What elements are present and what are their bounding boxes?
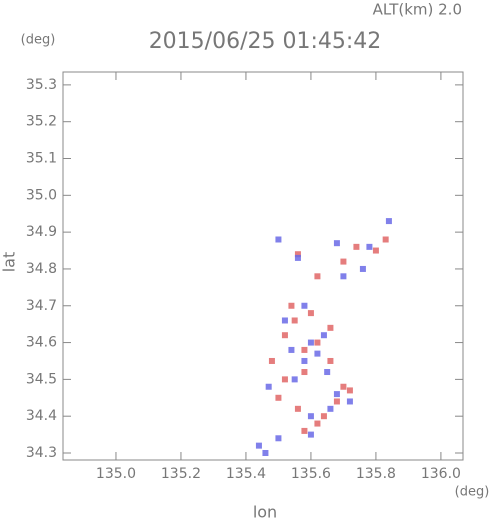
data-point	[333, 398, 340, 405]
y-unit: (deg)	[21, 33, 56, 48]
data-point	[320, 332, 327, 339]
data-point	[268, 357, 275, 364]
data-point	[314, 420, 321, 427]
data-point	[346, 398, 353, 405]
data-point	[307, 339, 314, 346]
data-point	[255, 442, 262, 449]
data-point	[314, 339, 321, 346]
data-point	[324, 369, 331, 376]
y-tick-label: 34.5	[26, 371, 57, 387]
x-tick-label: 135.0	[96, 466, 136, 482]
data-point	[327, 357, 334, 364]
data-point	[275, 394, 282, 401]
chart-title: 2015/06/25 01:45:42	[149, 29, 382, 54]
y-tick-label: 34.3	[26, 445, 57, 461]
data-point	[294, 251, 301, 258]
data-point	[294, 405, 301, 412]
data-point	[314, 350, 321, 357]
data-point	[301, 427, 308, 434]
data-point	[275, 236, 282, 243]
y-tick-label: 34.6	[26, 335, 57, 351]
data-point	[301, 357, 308, 364]
x-tick-label: 135.2	[161, 466, 201, 482]
data-point	[314, 273, 321, 280]
x-axis-label: lon	[253, 503, 277, 522]
data-point	[275, 435, 282, 442]
data-point	[340, 383, 347, 390]
data-point	[320, 413, 327, 420]
y-tick-label: 35.2	[26, 114, 57, 130]
data-point	[372, 247, 379, 254]
x-tick-label: 136.0	[421, 466, 461, 482]
data-point	[291, 317, 298, 324]
x-tick-label: 135.6	[291, 466, 331, 482]
y-axis-label: lat	[0, 252, 19, 273]
data-point	[327, 324, 334, 331]
data-point	[307, 413, 314, 420]
data-point	[327, 405, 334, 412]
data-point	[333, 240, 340, 247]
data-point	[346, 387, 353, 394]
data-point	[353, 243, 360, 250]
x-tick-label: 135.4	[226, 466, 266, 482]
data-point	[288, 302, 295, 309]
data-point	[301, 369, 308, 376]
x-unit: (deg)	[455, 485, 490, 500]
data-point	[359, 265, 366, 272]
y-tick-label: 35.3	[26, 77, 57, 93]
data-point	[291, 376, 298, 383]
data-point	[281, 376, 288, 383]
chart-subtitle: ALT(km) 2.0	[373, 1, 462, 19]
data-point	[281, 317, 288, 324]
data-point	[294, 254, 301, 261]
data-point	[340, 258, 347, 265]
plot-frame	[62, 71, 464, 461]
data-point	[307, 310, 314, 317]
data-point	[265, 383, 272, 390]
data-point	[281, 332, 288, 339]
data-point	[366, 243, 373, 250]
data-point	[385, 218, 392, 225]
y-tick-label: 34.4	[26, 408, 57, 424]
y-tick-label: 35.0	[26, 187, 57, 203]
x-tick-label: 135.8	[356, 466, 396, 482]
y-tick-label: 34.9	[26, 224, 57, 240]
data-point	[382, 236, 389, 243]
data-point	[333, 391, 340, 398]
y-tick-label: 34.7	[26, 298, 57, 314]
data-point	[301, 302, 308, 309]
y-tick-label: 35.1	[26, 151, 57, 167]
y-tick-label: 34.8	[26, 261, 57, 277]
data-point	[262, 450, 269, 457]
data-point	[301, 346, 308, 353]
data-point	[340, 273, 347, 280]
data-point	[288, 346, 295, 353]
data-point	[307, 431, 314, 438]
